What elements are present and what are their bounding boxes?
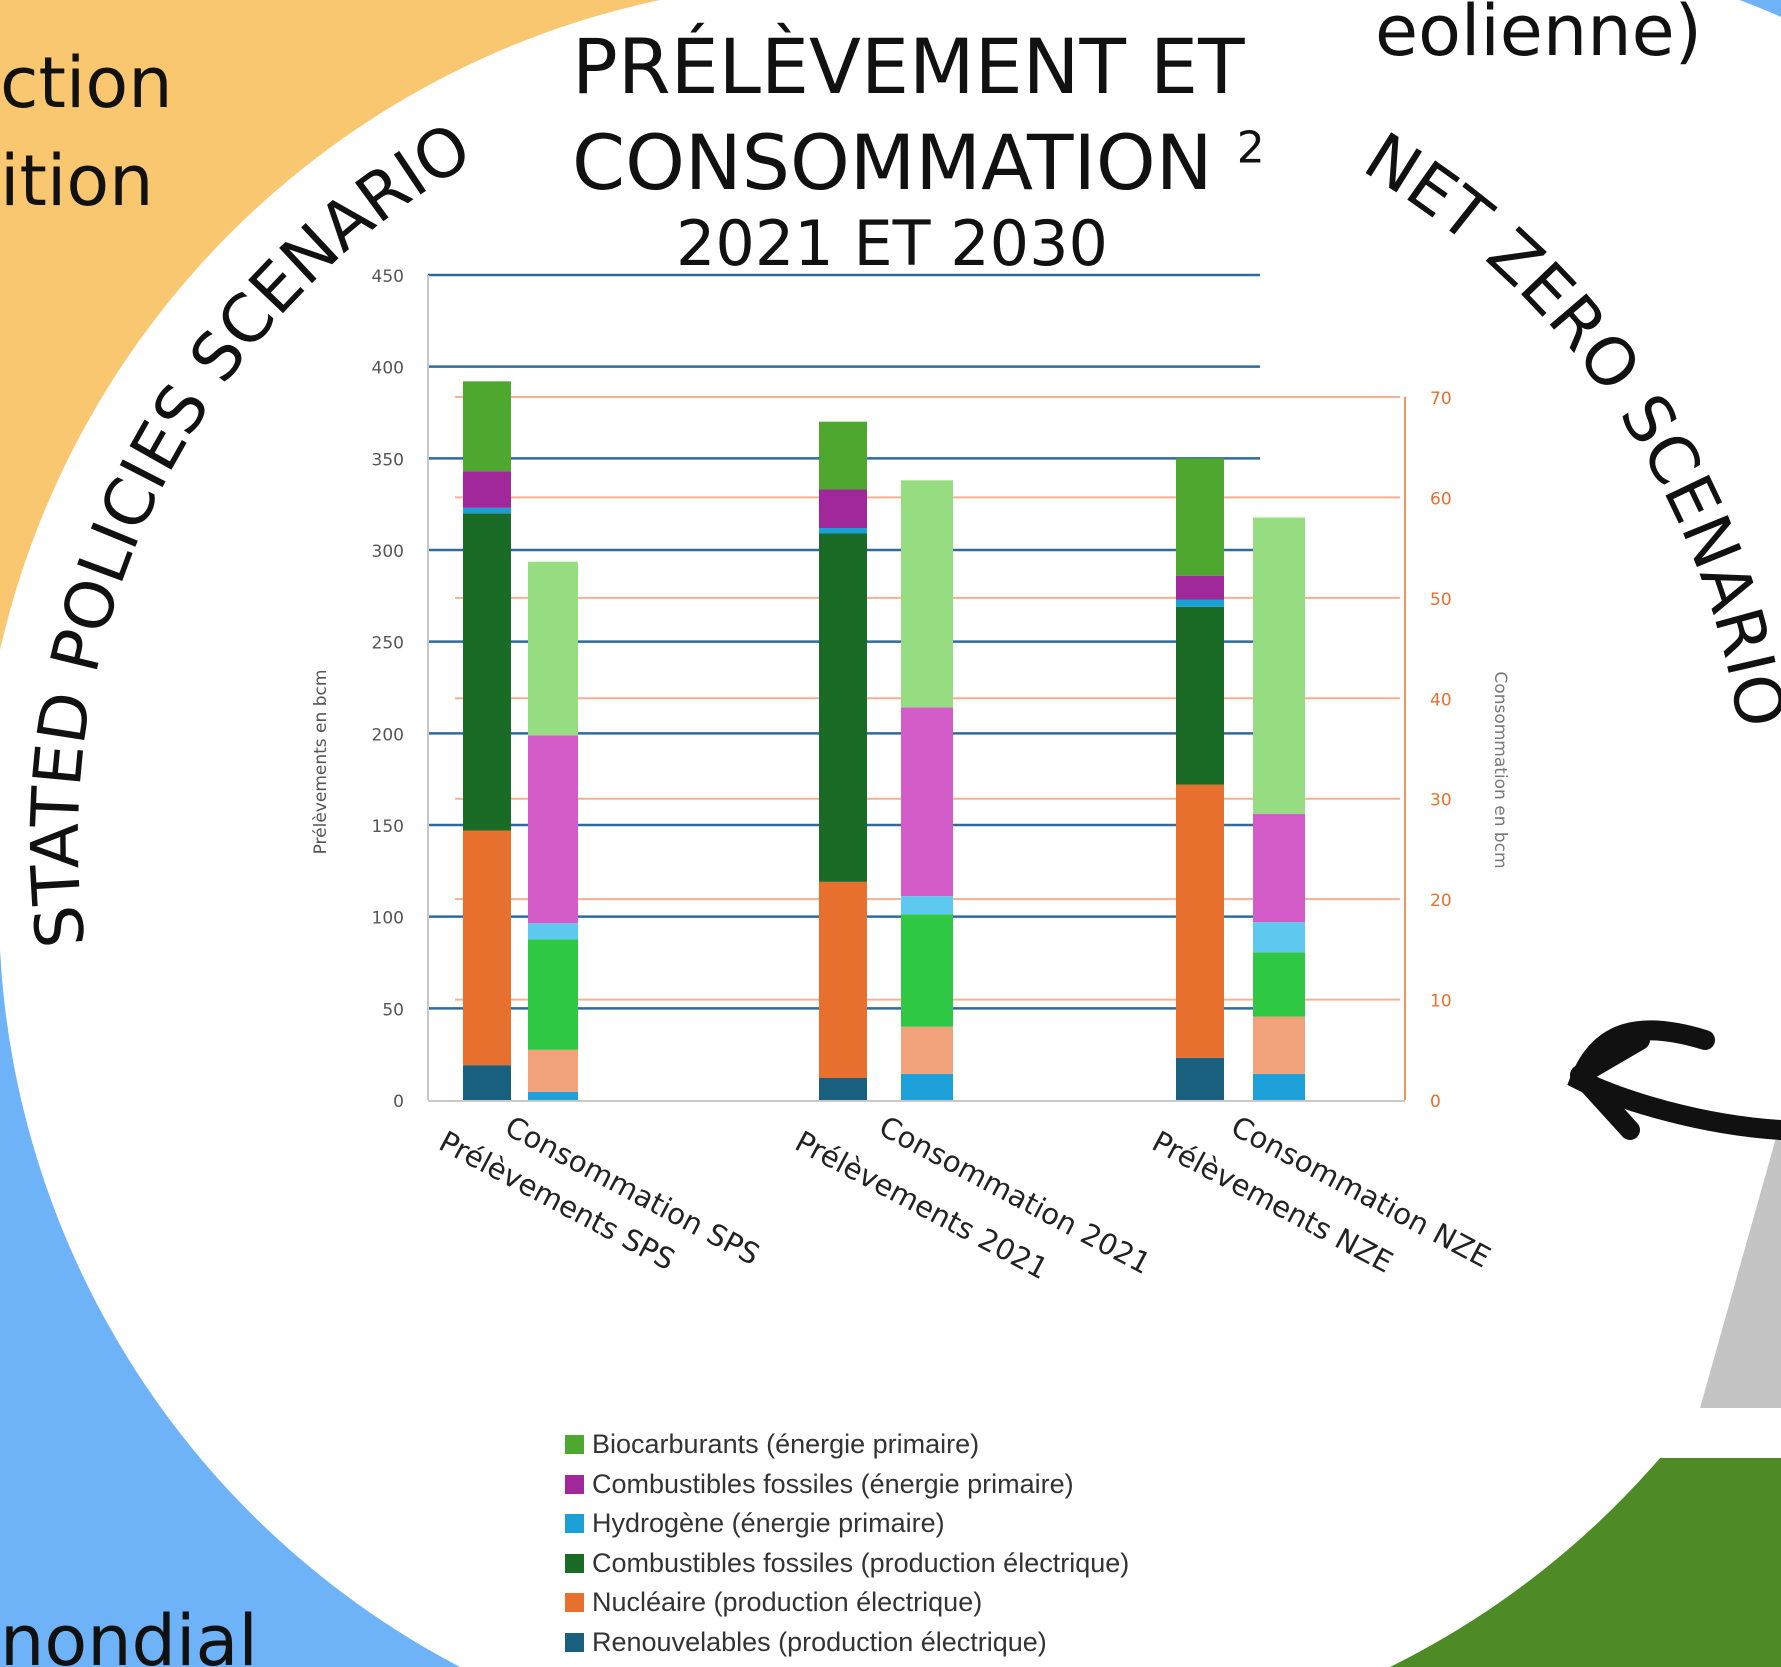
legend-label: Nucléaire (production électrique) [592, 1587, 982, 1618]
bar-segment [1253, 1017, 1305, 1074]
bar-segment [819, 490, 867, 529]
bar-segment [463, 831, 511, 1066]
bar-segment [819, 422, 867, 490]
bar-segment [1253, 814, 1305, 922]
y-tick-label: 250 [372, 634, 404, 654]
y-tick-label: 300 [372, 542, 404, 562]
bar-segment [1253, 922, 1305, 952]
legend-label: Combustibles fossiles (production électr… [592, 1548, 1129, 1579]
bar-segment [819, 882, 867, 1078]
bar-segment [463, 1065, 511, 1100]
bar-segment [1176, 458, 1224, 575]
legend-item: Combustibles fossiles (production électr… [565, 1544, 1129, 1584]
bar-segment [1176, 785, 1224, 1058]
legend-label: Renouvelables (production électrique) [592, 1627, 1047, 1658]
legend-item: Nucléaire (production électrique) [565, 1583, 1129, 1623]
y-axis-title: Prélèvements en bcm [311, 670, 331, 855]
y-tick-label: 0 [393, 1092, 404, 1112]
bar-segment [819, 528, 867, 534]
y-tick-label: 150 [372, 817, 404, 837]
bar-segment [1176, 1058, 1224, 1100]
bar-segment [1176, 607, 1224, 785]
y-tick-label: 100 [372, 909, 404, 929]
legend-swatch [565, 1435, 584, 1454]
bar-segment [1253, 518, 1305, 814]
bar-segment [528, 939, 578, 1049]
legend-swatch [565, 1475, 584, 1494]
bar-segment [819, 1078, 867, 1100]
legend-swatch [565, 1514, 584, 1533]
bar-segment [528, 562, 578, 736]
bar-segment [901, 1027, 953, 1074]
bar-segment [528, 1050, 578, 1092]
y-tick-label: 50 [382, 1000, 404, 1020]
bar-segment [819, 534, 867, 882]
y-tick-label: 200 [372, 725, 404, 745]
bar-segment [528, 735, 578, 923]
bar-segment [463, 471, 511, 508]
y2-tick-label: 20 [1430, 891, 1452, 911]
y2-tick-label: 60 [1430, 489, 1452, 509]
chart-legend: Biocarburants (énergie primaire) Combusti… [565, 1425, 1129, 1662]
bar-segment [1176, 576, 1224, 600]
y2-tick-label: 50 [1430, 590, 1452, 610]
y2-tick-label: 30 [1430, 791, 1452, 811]
legend-item: Hydrogène (énergie primaire) [565, 1504, 1129, 1544]
legend-label: Combustibles fossiles (énergie primaire) [592, 1469, 1074, 1500]
legend-swatch [565, 1633, 584, 1652]
bar-segment [528, 923, 578, 939]
legend-swatch [565, 1554, 584, 1573]
y2-tick-label: 70 [1430, 389, 1452, 409]
y-tick-label: 350 [372, 450, 404, 470]
y-tick-label: 450 [372, 267, 404, 287]
bar-segment [901, 896, 953, 914]
bar-segment [1253, 952, 1305, 1016]
bar-segment [463, 513, 511, 830]
legend-item: Combustibles fossiles (énergie primaire) [565, 1465, 1129, 1505]
bar-segment [463, 381, 511, 471]
legend-item: Biocarburants (énergie primaire) [565, 1425, 1129, 1465]
bar-segment [1253, 1074, 1305, 1100]
y2-tick-label: 0 [1430, 1092, 1441, 1112]
legend-label: Hydrogène (énergie primaire) [592, 1508, 945, 1539]
legend-label: Biocarburants (énergie primaire) [592, 1429, 979, 1460]
y2-tick-label: 10 [1430, 992, 1452, 1012]
y2-tick-label: 40 [1430, 690, 1452, 710]
bar-segment [528, 1092, 578, 1100]
legend-item: Renouvelables (production électrique) [565, 1623, 1129, 1663]
bar-segment [901, 914, 953, 1026]
bar-segment [901, 480, 953, 707]
bar-segment [1176, 600, 1224, 607]
y-tick-label: 400 [372, 359, 404, 379]
bar-segment [463, 508, 511, 514]
y2-axis-title: Consommation en bcm [1490, 671, 1510, 868]
bar-segment [901, 707, 953, 896]
legend-swatch [565, 1593, 584, 1612]
bar-segment [901, 1074, 953, 1100]
